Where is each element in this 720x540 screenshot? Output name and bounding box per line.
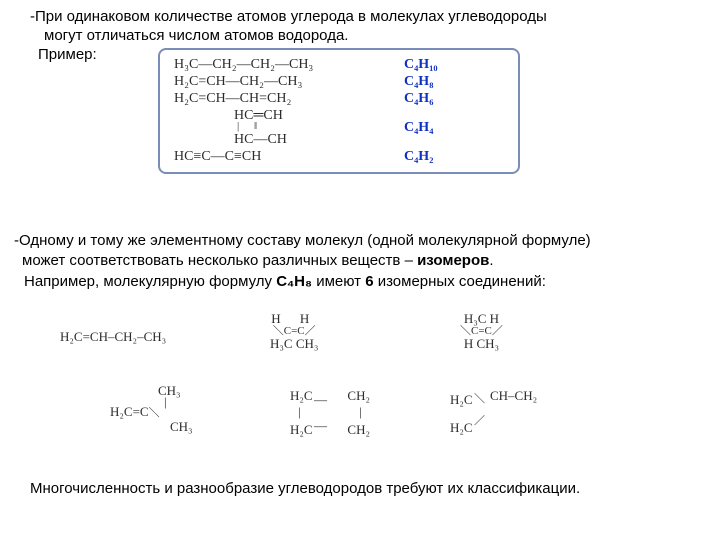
- isomer-3-top: H₃C H: [460, 312, 503, 326]
- page: -При одинаковом количестве атомов углеро…: [0, 0, 720, 540]
- isomer-5-cyclobutane: H₂C — CH₂ | | H₂C — CH₂: [290, 388, 370, 438]
- structure: H₂C=CH—CH₂—CH₃: [174, 74, 404, 90]
- isomer-2-top: H H: [270, 312, 318, 326]
- isomer-4-bot: H₂C=C＼: [110, 405, 193, 420]
- tri-l: H₂C: [450, 392, 473, 408]
- table-row: HC≡C—C≡CH C₄H₂: [174, 149, 504, 165]
- hydrocarbon-table: H₃C—CH₂—CH₂—CH₃ C₄H₁₀ H₂C=CH—CH₂—CH₃ C₄H…: [158, 48, 520, 174]
- isomer-4-sub: CH₃: [170, 420, 193, 434]
- para-2-text-a: может соответствовать несколько различны…: [22, 252, 417, 269]
- para-3-count: 6: [365, 273, 373, 290]
- sq-bl: H₂C: [290, 422, 313, 438]
- para-2-text-c: .: [489, 252, 493, 269]
- isomers-word: изомеров: [417, 252, 489, 269]
- formula: C₄H₁₀: [404, 57, 438, 73]
- formula: C₄H₆: [404, 91, 433, 107]
- structure: HC≡C—C≡CH: [174, 149, 404, 165]
- table-row: H₃C—CH₂—CH₂—CH₃ C₄H₁₀: [174, 57, 504, 73]
- square-bonds: | ‖: [237, 120, 263, 132]
- square-bot: HC—CH: [234, 132, 287, 148]
- tri-b: H₂C: [450, 420, 473, 436]
- tri-t: CH–CH₂: [490, 388, 537, 404]
- formula: C₄H₈: [404, 74, 433, 90]
- para-3: Например, молекулярную формулу С₄Н₈ имею…: [24, 273, 546, 292]
- structure-square: HC═CH | ‖ HC—CH: [174, 108, 404, 148]
- para-3-c: изомерных соединений:: [374, 273, 546, 290]
- structure: H₂C=CH—CH=CH₂: [174, 91, 404, 107]
- para-2-line-2: может соответствовать несколько различны…: [22, 252, 494, 271]
- isomer-6-methylcyclopropane: H₂C ＼ CH–CH₂ ／ H₂C: [450, 388, 580, 436]
- isomer-1-linear: H₂C=CH–CH₂–CH₃: [60, 330, 166, 344]
- isomer-4-branched: CH₃ | H₂C=C＼ CH₃: [110, 384, 193, 434]
- para-1-line-2: могут отличаться числом атомов водорода.: [44, 27, 348, 46]
- isomer-2-cis: H H ＼C=C／ H₃C CH₃: [270, 312, 318, 351]
- table-row: H₂C=CH—CH=CH₂ C₄H₆: [174, 91, 504, 107]
- formula: C₄H₄: [404, 120, 433, 136]
- example-label: Пример:: [38, 46, 97, 65]
- sq-tr: CH₂: [347, 388, 370, 404]
- para-1-line-1: -При одинаковом количестве атомов углеро…: [30, 8, 547, 27]
- para-2-line-1: -Одному и тому же элементному составу мо…: [14, 232, 591, 251]
- isomer-3-bot: H CH₃: [460, 337, 503, 351]
- formula: C₄H₂: [404, 149, 433, 165]
- table-row: HC═CH | ‖ HC—CH C₄H₄: [174, 108, 504, 148]
- para-3-formula: С₄Н₈: [276, 273, 312, 290]
- sq-br: CH₂: [347, 422, 370, 438]
- structure: H₃C—CH₂—CH₂—CH₃: [174, 57, 404, 73]
- para-3-b: имеют: [312, 273, 365, 290]
- sq-tl: H₂C: [290, 388, 313, 404]
- isomer-3-trans: H₃C H ＼C=C／ H CH₃: [460, 312, 503, 351]
- isomer-4-mid: |: [164, 398, 193, 406]
- para-3-a: Например, молекулярную формулу: [24, 273, 276, 290]
- para-4-conclusion: Многочисленность и разнообразие углеводо…: [30, 480, 580, 499]
- table-row: H₂C=CH—CH₂—CH₃ C₄H₈: [174, 74, 504, 90]
- isomer-2-bot: H₃C CH₃: [270, 337, 318, 351]
